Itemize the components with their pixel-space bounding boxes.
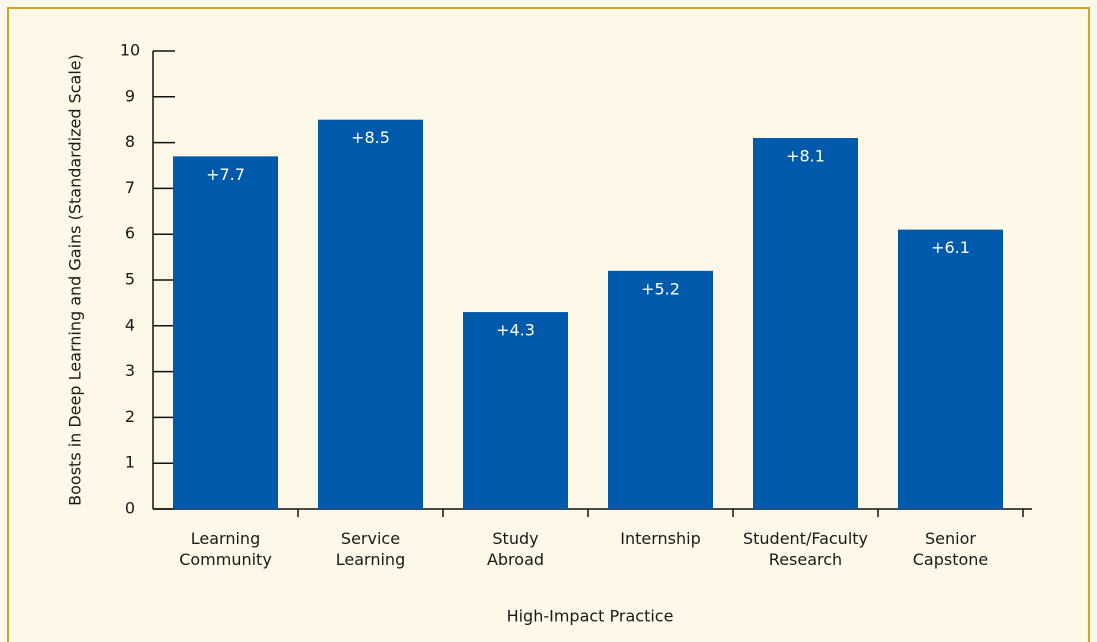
y-tick-label: 8 [125, 132, 135, 151]
value-label: +5.2 [641, 279, 680, 298]
x-tick-label: Senior Capstone [912, 529, 989, 569]
bar [318, 119, 423, 509]
y-axis-title: Boosts in Deep Learning and Gains (Stand… [66, 54, 85, 506]
x-tick-label: Student/Faculty Research [742, 529, 869, 569]
y-tick-label: 5 [125, 270, 135, 289]
y-tick-label: 6 [125, 224, 135, 243]
value-label: +6.1 [931, 238, 970, 257]
bar [608, 270, 713, 509]
frame [7, 7, 1090, 642]
y-tick-label: 2 [125, 407, 135, 426]
y-tick-label: 3 [125, 361, 135, 380]
bar [173, 156, 278, 509]
y-tick-label: 1 [125, 453, 135, 472]
bar [898, 229, 1003, 509]
x-tick-label: Internship [620, 529, 701, 548]
y-tick-label: 9 [125, 86, 135, 105]
x-tick-label: Learning Community [179, 529, 272, 569]
value-label: +7.7 [206, 165, 245, 184]
y-tick-label: 0 [125, 499, 135, 518]
y-tick-label: 7 [125, 178, 135, 197]
x-tick-label: Service Learning [335, 529, 406, 569]
x-axis-title: High-Impact Practice [507, 607, 674, 626]
value-label: +8.5 [351, 128, 390, 147]
y-tick-label: 4 [125, 315, 135, 334]
y-tick-label: 10 [120, 41, 140, 60]
bar [463, 312, 568, 509]
bar [753, 138, 858, 509]
value-label: +8.1 [786, 147, 825, 166]
value-label: +4.3 [496, 321, 535, 340]
x-tick-label: Study Abroad [486, 529, 545, 569]
